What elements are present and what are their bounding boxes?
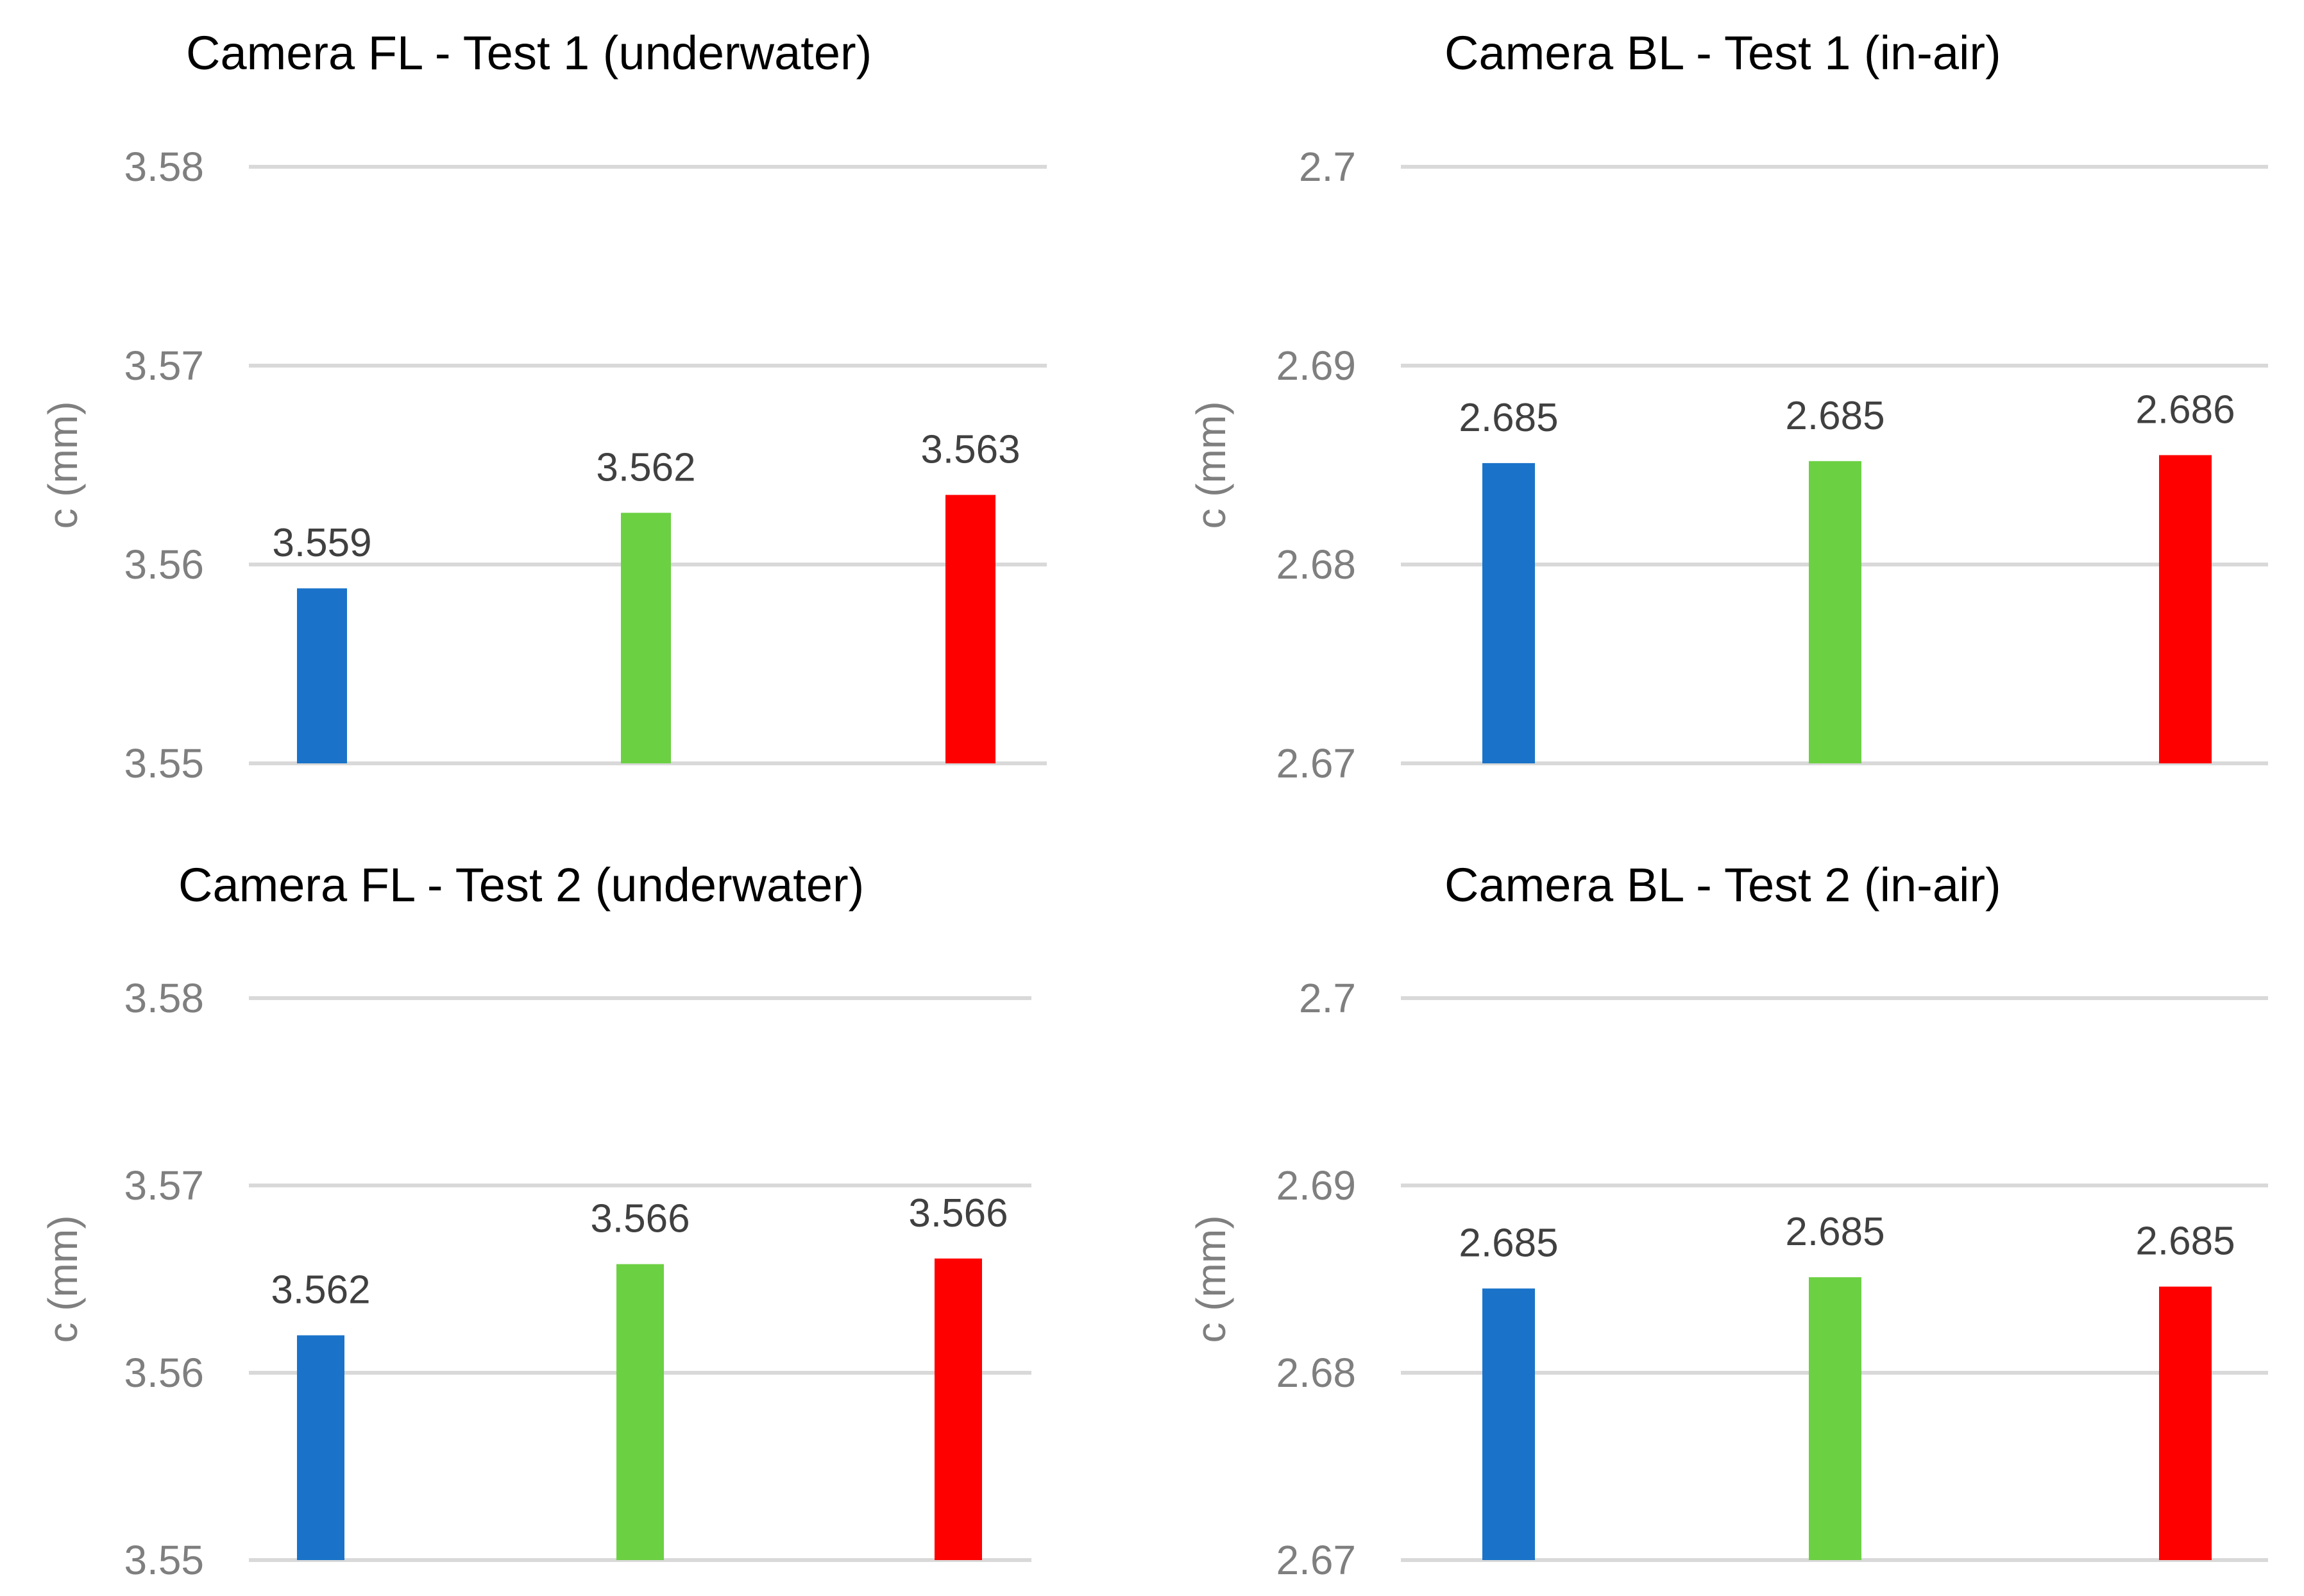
data-label: 3.563 — [920, 428, 1020, 472]
y-tick-label: 3.58 — [124, 975, 204, 1021]
data-label: 3.566 — [908, 1191, 1008, 1235]
y-tick-label: 2.7 — [1299, 144, 1356, 190]
y-tick-label: 2.67 — [1276, 1537, 1356, 1583]
bar — [621, 513, 671, 763]
chart-bl-test-2: Camera BL - Test 2 (in-air) 2.67 2.68 2.69 2… — [1188, 858, 2268, 1583]
y-tick-label: 2.67 — [1276, 740, 1356, 786]
chart-fl-test-2: Camera FL - Test 2 (underwater) 3.55 3.56 3… — [40, 858, 1031, 1583]
bar — [616, 1264, 664, 1560]
y-axis-label: c (mm) — [1188, 401, 1234, 529]
y-tick-label: 3.56 — [124, 1350, 204, 1396]
data-label: 3.562 — [596, 445, 695, 489]
data-label: 2.685 — [1785, 1210, 1885, 1254]
chart-title: Camera FL - Test 1 (underwater) — [186, 26, 872, 80]
y-tick-label: 3.55 — [124, 1537, 204, 1583]
y-tick-label: 3.57 — [124, 343, 204, 389]
data-label: 2.685 — [1459, 396, 1558, 440]
y-tick-label: 3.57 — [124, 1162, 204, 1209]
bar — [1482, 1288, 1535, 1560]
bar — [1482, 463, 1535, 763]
y-axis-label: c (mm) — [40, 401, 86, 529]
y-axis-label: c (mm) — [40, 1215, 86, 1343]
chart-fl-test-1: Camera FL - Test 1 (underwater)3.553.563… — [40, 26, 1047, 786]
bar — [297, 588, 347, 763]
bar — [1809, 461, 1861, 763]
y-tick-label: 3.58 — [124, 144, 204, 190]
y-tick-label: 2.68 — [1276, 1350, 1356, 1396]
data-label: 2.685 — [1459, 1221, 1558, 1266]
data-label: 2.686 — [2135, 388, 2235, 432]
chart-title: Camera FL - Test 2 (underwater) — [178, 858, 864, 912]
y-tick-label: 2.7 — [1299, 975, 1356, 1021]
y-tick-label: 2.68 — [1276, 541, 1356, 588]
chart-title: Camera BL - Test 2 (in-air) — [1444, 858, 2001, 912]
y-tick-label: 3.56 — [124, 541, 204, 588]
bar — [297, 1335, 344, 1560]
data-label: 2.685 — [2135, 1219, 2235, 1264]
data-label: 2.685 — [1785, 394, 1885, 438]
bar — [1809, 1277, 1861, 1560]
y-tick-label: 3.55 — [124, 740, 204, 786]
y-tick-label: 2.69 — [1276, 343, 1356, 389]
bar — [935, 1258, 982, 1560]
bar — [945, 495, 995, 763]
bar — [2159, 1286, 2212, 1560]
chart-title: Camera BL - Test 1 (in-air) — [1444, 26, 2001, 80]
y-tick-label: 2.69 — [1276, 1162, 1356, 1209]
data-label: 3.559 — [272, 521, 371, 565]
data-label: 3.562 — [271, 1268, 370, 1312]
y-axis-label: c (mm) — [1188, 1215, 1234, 1343]
chart-bl-test-1: Camera BL - Test 1 (in-air) 2.67 2.68 2.69 2… — [1188, 26, 2268, 786]
data-label: 3.566 — [590, 1197, 690, 1241]
bar — [2159, 455, 2212, 763]
